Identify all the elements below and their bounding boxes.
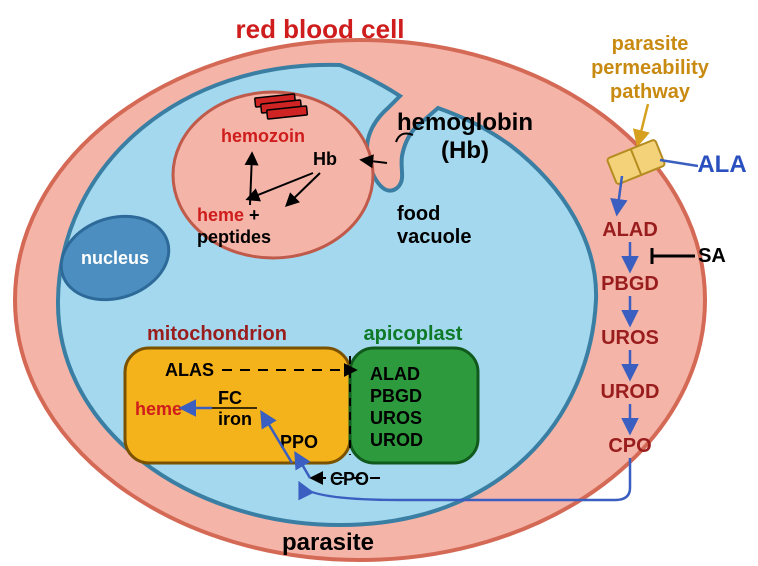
label-apico-PBGD: PBGD [370, 386, 422, 406]
label-apico-ALAD: ALAD [370, 364, 420, 384]
label-hemozoin: hemozoin [221, 126, 305, 146]
label-apico-UROD: UROD [370, 430, 423, 450]
label-apicoplast: apicoplast [364, 323, 463, 345]
label-food-vacuole: food [397, 203, 440, 225]
label-FC: FC [218, 388, 242, 408]
label-ppp3: pathway [610, 81, 691, 103]
label-hb-inside: Hb [313, 149, 337, 169]
label-hemoglobin: hemoglobin [397, 109, 533, 136]
label-path-UROS: UROS [601, 327, 659, 349]
label-hemoglobin2: (Hb) [441, 137, 489, 164]
label-heme-mito: heme [135, 399, 182, 419]
label-mitochondrion: mitochondrion [147, 323, 287, 345]
label-path-ALAD: ALAD [602, 219, 658, 241]
arrow-ALA-in [660, 160, 698, 166]
label-ppp1: parasite [612, 33, 689, 55]
label-nucleus: nucleus [81, 248, 149, 268]
label-apico-UROS: UROS [370, 408, 422, 428]
arrow-ppp [638, 104, 648, 144]
label-ALA: ALA [697, 151, 746, 178]
label-path-PBGD: PBGD [601, 273, 659, 295]
label-parasite-title: parasite [282, 529, 374, 556]
label-rbc-title: red blood cell [235, 14, 404, 44]
label-iron: iron [218, 409, 252, 429]
label-PPO: PPO [280, 432, 318, 452]
label-ppp2: permeability [591, 57, 710, 79]
label-ALAS: ALAS [165, 360, 214, 380]
label-food-vacuole2: vacuole [397, 226, 471, 248]
label-path-UROD: UROD [601, 381, 660, 403]
label-SA: SA [698, 245, 726, 267]
label-path-CPO: CPO [608, 435, 651, 457]
